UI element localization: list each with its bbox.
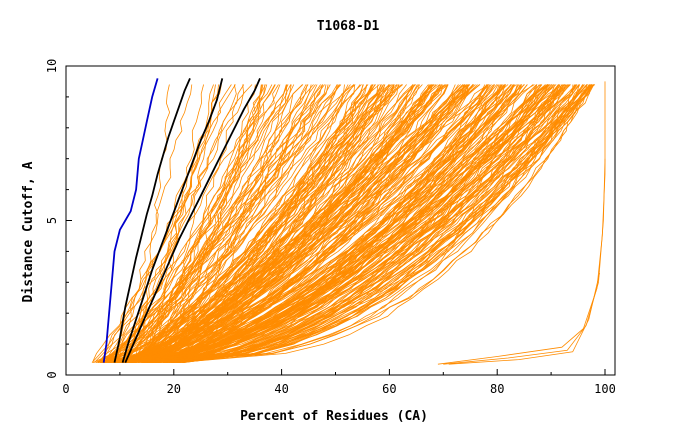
model-line — [119, 84, 469, 363]
model-line — [113, 84, 588, 363]
highlighted-line — [121, 78, 224, 363]
model-line — [91, 84, 236, 363]
model-line — [143, 84, 595, 363]
model-line — [102, 84, 355, 363]
model-line — [107, 84, 476, 363]
model-line — [132, 84, 525, 363]
model-line — [139, 84, 416, 363]
model-line — [92, 84, 253, 363]
model-line — [175, 84, 588, 363]
model-line — [145, 84, 549, 363]
model-line — [128, 84, 499, 363]
model-line — [183, 84, 590, 363]
model-line — [133, 84, 564, 363]
model-line — [118, 84, 324, 363]
model-line — [133, 84, 256, 363]
highlighted-line — [124, 78, 261, 363]
model-line — [180, 84, 567, 363]
x-axis-label: Percent of Residues (CA) — [240, 409, 428, 424]
model-line — [134, 84, 414, 363]
model-line — [100, 84, 468, 363]
model-line — [102, 84, 523, 363]
x-axis: 0 20 40 60 80 100 — [62, 369, 616, 396]
x-tick-label: 0 — [62, 382, 69, 396]
model-line — [131, 84, 316, 363]
model-line — [151, 84, 488, 363]
model-line — [115, 84, 506, 363]
model-line — [173, 84, 570, 363]
model-line — [170, 84, 580, 363]
model-line — [448, 272, 600, 365]
model-line — [129, 84, 376, 363]
y-tick-label: 0 — [45, 371, 59, 378]
model-line — [174, 84, 580, 363]
model-line — [101, 84, 474, 363]
model-line — [132, 84, 314, 363]
model-lines — [91, 81, 606, 365]
model-line — [130, 84, 288, 363]
model-line — [123, 84, 480, 363]
y-axis: 0 5 10 — [45, 59, 72, 379]
model-line — [144, 84, 595, 363]
model-line — [134, 84, 571, 363]
model-line — [171, 84, 588, 363]
model-line — [171, 84, 522, 363]
model-line — [147, 84, 594, 363]
model-line — [120, 84, 397, 363]
model-line — [103, 84, 276, 363]
best-line — [102, 78, 159, 363]
y-tick-label: 10 — [45, 59, 59, 73]
model-line — [100, 84, 471, 363]
model-line — [97, 84, 356, 363]
x-tick-label: 100 — [594, 382, 616, 396]
model-line — [120, 84, 593, 363]
model-line — [130, 84, 517, 363]
model-line — [103, 84, 222, 363]
model-line — [114, 84, 329, 363]
best-model-line — [102, 78, 159, 363]
y-axis-label: Distance Cutoff, A — [21, 161, 36, 302]
model-line — [92, 84, 307, 363]
x-tick-label: 40 — [274, 382, 288, 396]
x-tick-label: 80 — [490, 382, 504, 396]
model-line — [107, 84, 395, 363]
model-line — [162, 84, 492, 363]
model-line — [154, 84, 566, 363]
y-tick-label: 5 — [45, 217, 59, 224]
model-line — [100, 84, 461, 363]
x-tick-label: 60 — [382, 382, 396, 396]
model-line — [163, 84, 588, 363]
model-line — [112, 84, 592, 363]
model-line — [101, 84, 489, 363]
model-line — [152, 84, 593, 363]
model-line — [104, 84, 295, 363]
model-line — [132, 84, 382, 363]
model-line — [134, 84, 404, 363]
model-line — [148, 84, 566, 363]
model-line — [110, 84, 564, 363]
model-line — [153, 84, 303, 363]
model-line — [115, 84, 193, 363]
model-line — [137, 84, 292, 363]
chart-title: T1068-D1 — [317, 19, 380, 34]
model-line — [104, 84, 288, 363]
model-line — [109, 84, 548, 363]
model-line — [134, 84, 583, 363]
x-tick-label: 20 — [167, 382, 181, 396]
model-line — [98, 84, 362, 363]
model-line — [119, 84, 560, 363]
highlighted-lines — [113, 78, 261, 363]
highlighted-line — [113, 78, 191, 363]
model-line — [106, 84, 342, 363]
model-line — [111, 84, 237, 363]
model-line — [104, 84, 506, 363]
model-line — [95, 84, 355, 363]
model-line — [104, 84, 402, 363]
model-line — [111, 84, 489, 363]
model-line — [146, 84, 456, 363]
